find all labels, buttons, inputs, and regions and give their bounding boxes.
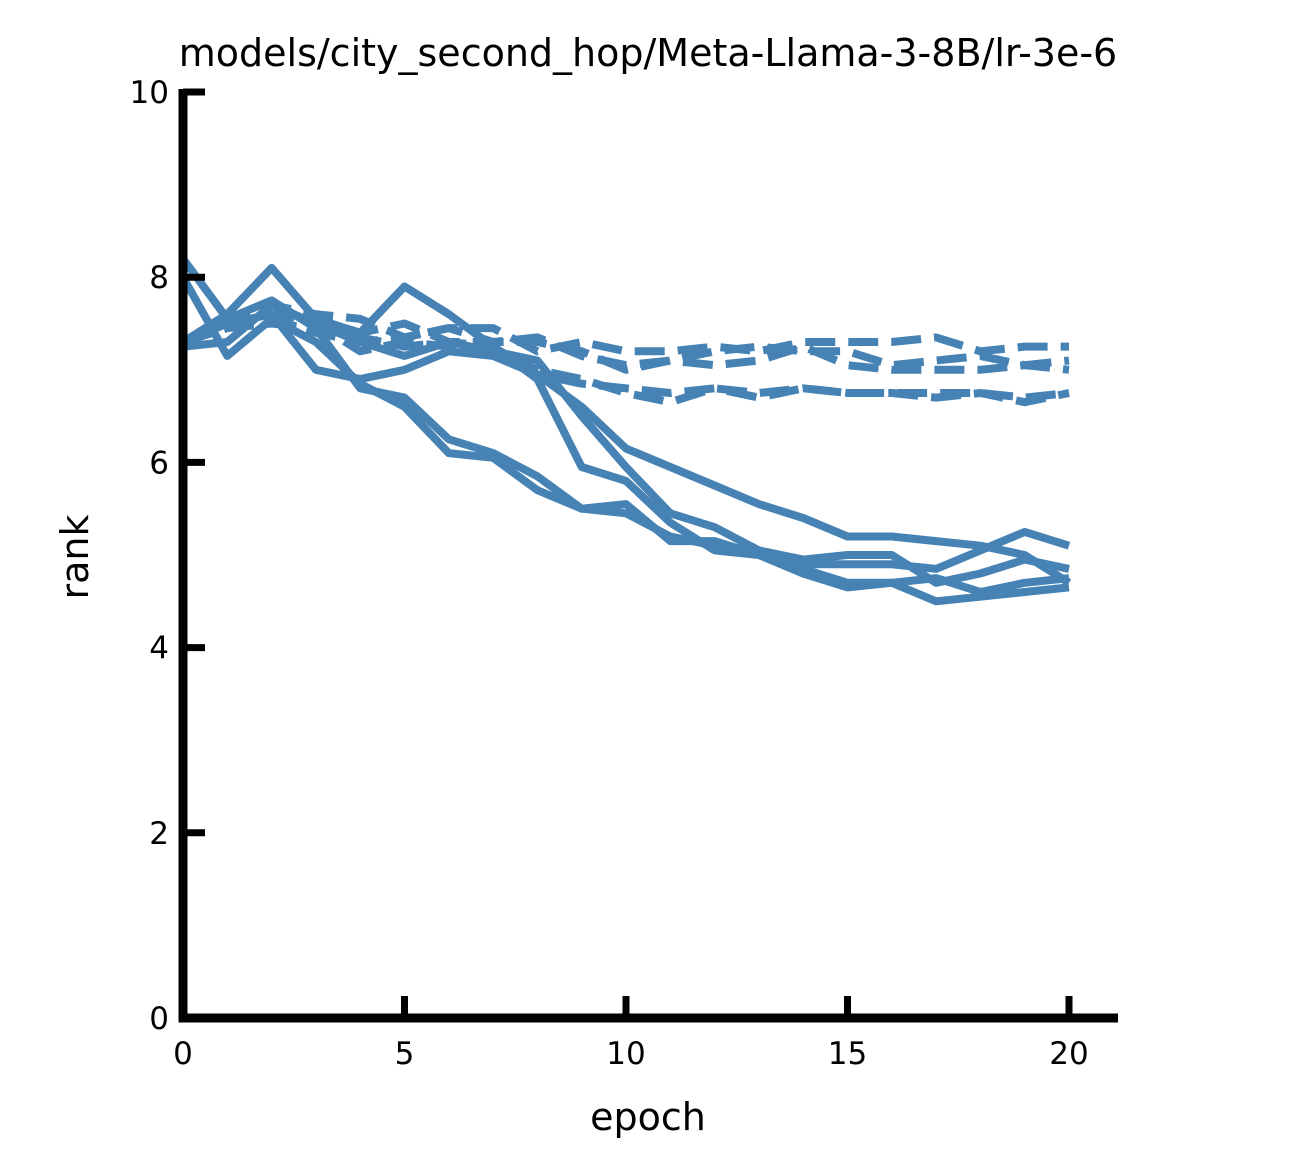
series-line-4-solid <box>179 275 1070 606</box>
x-tick-label-5: 5 <box>395 1036 415 1072</box>
y-tick-label-4: 4 <box>149 631 169 667</box>
series-line-3-solid <box>181 310 1072 587</box>
axes-layer <box>178 89 1118 1023</box>
ticks-layer: 0 5 10 15 20 0 2 4 6 8 10 <box>130 75 1089 1072</box>
y-tick-label-6: 6 <box>149 445 169 481</box>
series-line-7-dashed <box>181 310 1070 370</box>
series-line-1-solid <box>179 256 1070 587</box>
x-tick-label-0: 0 <box>173 1036 193 1072</box>
x-tick-label-10: 10 <box>606 1036 645 1072</box>
series-layer <box>179 256 1072 606</box>
x-tick-label-15: 15 <box>828 1036 867 1072</box>
y-tick-label-8: 8 <box>149 260 169 296</box>
y-tick-label-10: 10 <box>130 75 169 111</box>
chart-title: models/city_second_hop/Meta-Llama-3-8B/l… <box>179 31 1117 75</box>
x-axis-label: epoch <box>590 1095 706 1139</box>
series-line-6-dashed <box>181 301 1069 356</box>
x-tick-label-20: 20 <box>1049 1036 1088 1072</box>
y-axis-label: rank <box>53 515 97 600</box>
y-tick-label-2: 2 <box>149 816 169 852</box>
y-tick-label-0: 0 <box>149 1001 169 1037</box>
series-line-10-dashed <box>181 310 1070 407</box>
